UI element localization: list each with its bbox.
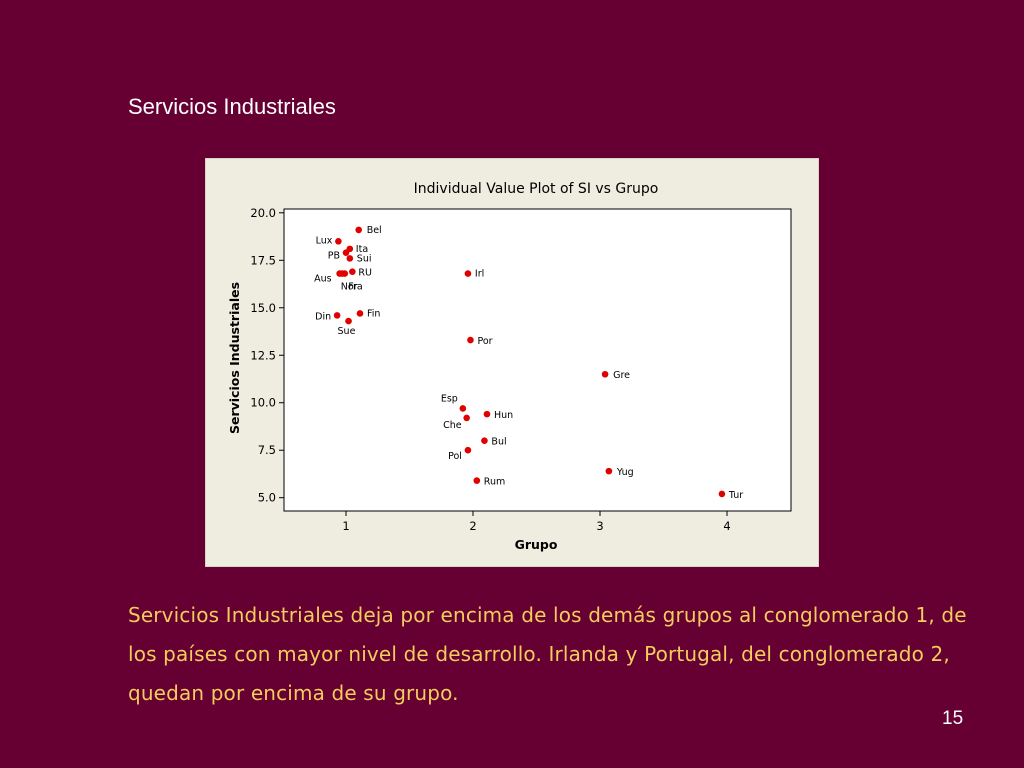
point-label: Rum [484, 477, 505, 488]
point-label: Bul [491, 437, 506, 448]
data-point [356, 310, 364, 317]
point-label: Sui [357, 253, 372, 264]
point-label: Esp [441, 393, 458, 404]
point-label: Che [443, 420, 462, 431]
point-label: Fin [367, 308, 380, 319]
y-tick-label: 10.0 [250, 396, 276, 410]
x-axis-label: Grupo [515, 537, 558, 552]
y-tick-label: 15.0 [250, 301, 276, 315]
individual-value-plot: Individual Value Plot of SI vs Grupo Gru… [227, 181, 792, 552]
data-point [349, 268, 356, 275]
data-point [338, 270, 346, 277]
data-point [459, 405, 467, 412]
point-label: RU [358, 268, 372, 279]
data-point [718, 490, 726, 498]
data-point [345, 317, 352, 325]
y-tick-label: 7.5 [258, 443, 276, 457]
data-point [464, 446, 472, 454]
x-tick-label: 4 [723, 519, 730, 533]
data-point [481, 437, 488, 445]
y-tick-label: 20.0 [250, 206, 276, 220]
data-point [464, 270, 472, 277]
plot-area [283, 208, 792, 512]
point-label: Ita [356, 244, 368, 255]
slide-title: Servicios Industriales [128, 94, 336, 119]
point-label: Sue [338, 326, 356, 337]
x-tick-label: 3 [596, 519, 603, 533]
data-point [601, 370, 609, 378]
point-label: Nor [341, 282, 358, 293]
page-number: 15 [942, 708, 964, 729]
chart-marks: 5.0 7.5 10.0 12.5 15.0 17.5 20.0 1 2 3 4 Bel Lux Ita P… [250, 206, 743, 533]
y-axis-label: Servicios Industriales [227, 282, 242, 434]
x-tick-label: 1 [342, 519, 349, 533]
y-tick-label: 12.5 [250, 348, 276, 362]
data-point [473, 477, 481, 484]
y-tick-label: 5.0 [258, 491, 276, 505]
point-label: Bel [367, 225, 382, 236]
point-label: Tur [728, 490, 743, 501]
point-label: Fra [348, 282, 363, 293]
point-label: Lux [316, 235, 333, 246]
point-label: Din [315, 311, 331, 322]
point-label: Irl [475, 269, 484, 280]
slide-body-text: Servicios Industriales deja por encima d… [128, 603, 967, 705]
point-label: Hun [494, 410, 513, 421]
data-point [605, 467, 613, 475]
data-point [342, 249, 350, 256]
chart-figure: Individual Value Plot of SI vs Grupo Gru… [205, 158, 819, 567]
x-tick-label: 2 [469, 519, 476, 533]
point-label: Yug [616, 467, 634, 478]
point-label: Pol [448, 451, 462, 462]
data-point [463, 414, 470, 422]
data-point [483, 410, 491, 418]
point-label: PB [328, 251, 340, 262]
point-label: Por [477, 336, 492, 347]
data-point [467, 336, 474, 344]
data-point [333, 312, 341, 319]
chart-title: Individual Value Plot of SI vs Grupo [414, 181, 659, 197]
data-point [335, 237, 342, 245]
y-tick-label: 17.5 [250, 253, 276, 267]
data-point [346, 255, 354, 262]
point-label: Aus [314, 274, 332, 285]
data-point [355, 226, 362, 234]
point-label: Gre [613, 370, 630, 381]
